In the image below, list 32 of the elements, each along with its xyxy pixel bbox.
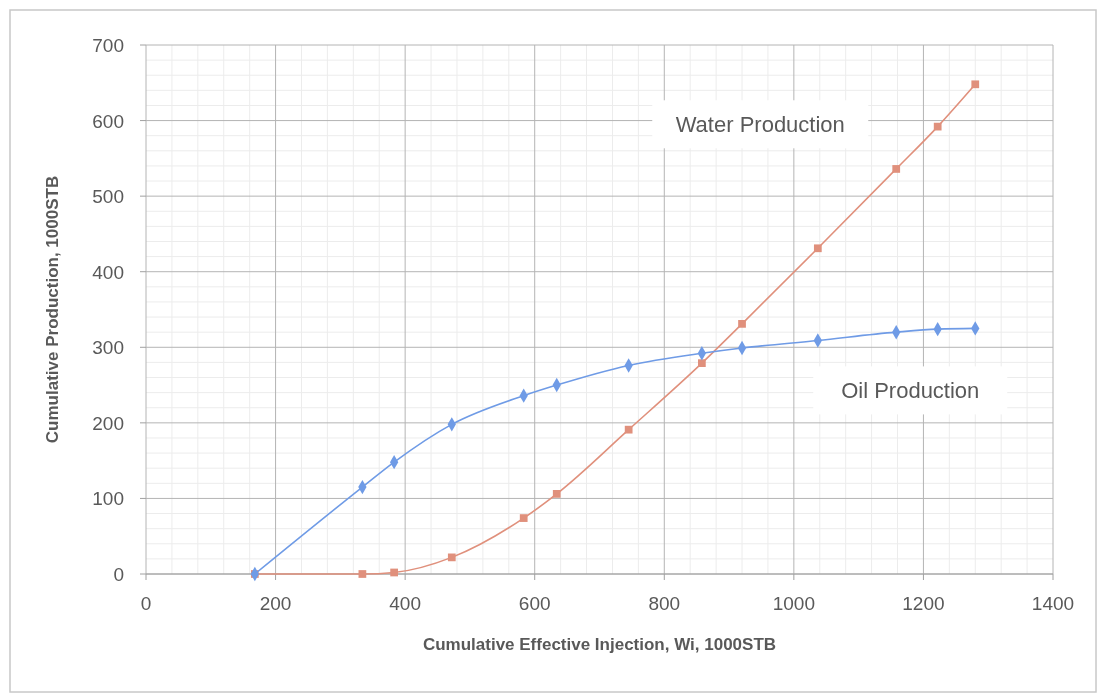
point [813,244,822,253]
point [738,319,746,328]
y-tick-label: 700 [92,35,124,56]
point [390,568,398,577]
point [892,165,901,173]
y-tick-label: 0 [113,564,124,585]
point [697,359,706,368]
y-tick-label: 100 [92,488,124,510]
x-tick-label: 400 [389,593,421,614]
y-tick-label: 300 [92,337,124,359]
x-tick-label: 200 [259,593,292,614]
series-label: Oil Production [841,378,980,404]
point [933,122,942,131]
y-tick-label: 600 [92,110,124,132]
x-tick-label: 0 [140,593,152,614]
x-tick-label: 1000 [772,593,815,614]
x-tick-label: 1400 [1031,593,1075,614]
point [971,80,980,89]
y-tick-label: 400 [92,261,124,283]
point [624,425,633,434]
y-axis-title: Cumulative Production, 1000STB [43,175,62,444]
x-tick-label: 600 [518,593,551,614]
point [552,490,561,498]
x-axis-title: Cumulative Effective Injection, Wi, 1000STB [422,635,777,654]
point [447,553,456,562]
y-tick-label: 200 [92,412,124,434]
point [358,570,367,578]
x-tick-label: 800 [648,593,681,614]
text: Water Production [675,112,845,138]
x-tick-label: 1200 [902,593,945,614]
point [519,514,528,522]
y-tick-label: 500 [92,186,124,208]
